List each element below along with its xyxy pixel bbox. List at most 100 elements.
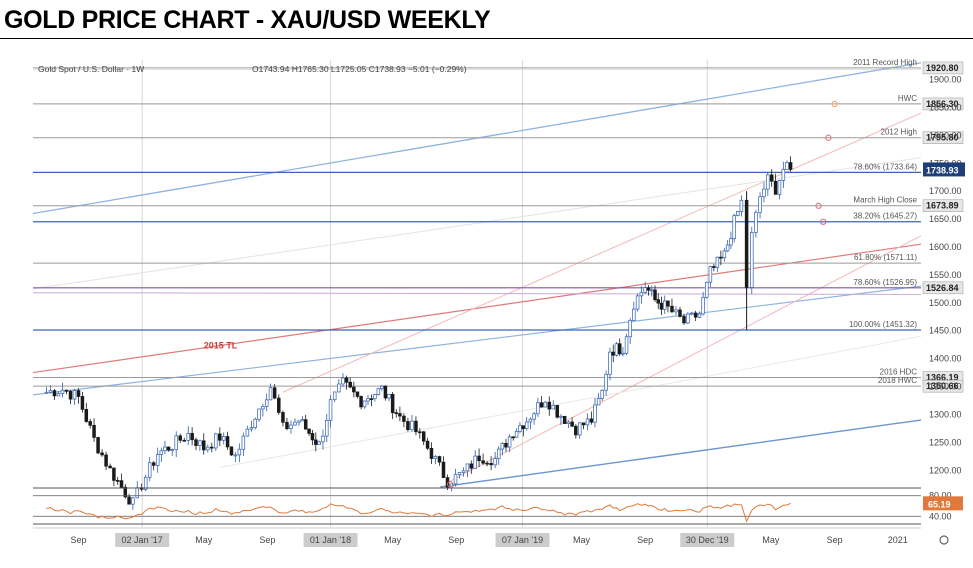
level-tag-box-0 (922, 61, 964, 75)
candle-body-41 (206, 446, 210, 451)
candle-body-50 (241, 435, 246, 450)
candle-body-132 (551, 404, 555, 410)
candle-172 (697, 311, 702, 319)
candle-176 (712, 263, 716, 272)
candle-96 (414, 416, 418, 436)
x-tick-7: 07 Jan '19 (495, 533, 550, 547)
x-tick-label-8: May (573, 535, 591, 545)
candle-102 (437, 455, 442, 466)
candle-15 (104, 451, 108, 471)
candle-51 (245, 425, 250, 437)
candle-74 (332, 391, 337, 403)
candle-body-40 (202, 440, 206, 451)
candle-48 (233, 451, 238, 463)
candle-body-48 (233, 454, 238, 457)
candle-133 (555, 404, 559, 419)
candle-body-181 (729, 238, 733, 246)
candle-body-42 (210, 446, 214, 449)
candle-body-67 (307, 428, 311, 434)
candle-body-123 (518, 425, 522, 432)
candle-body-172 (697, 313, 702, 318)
candle-148 (611, 344, 615, 363)
candle-90 (390, 391, 395, 420)
price-panel (33, 60, 921, 487)
candle-163 (662, 295, 667, 314)
candle-101 (433, 454, 438, 465)
level-label-0: 2011 Record High (853, 58, 917, 67)
candle-body-93 (402, 415, 406, 422)
y-tick-7: 1550.00 (929, 270, 962, 280)
candle-body-36 (186, 432, 190, 441)
candle-37 (190, 427, 194, 446)
candle-body-128 (536, 402, 540, 415)
candle-91 (394, 409, 399, 418)
x-tick-3: Sep (259, 535, 275, 545)
candle-14 (100, 449, 104, 457)
candle-body-64 (297, 420, 301, 423)
rsi-line (46, 502, 791, 523)
candle-body-150 (617, 343, 622, 355)
candle-body-69 (314, 439, 318, 445)
ohlc-legend: O1743.94 H1765.30 L1725.05 C1738.93 −5.0… (252, 64, 467, 74)
candle-94 (406, 417, 410, 432)
candle-body-184 (739, 199, 744, 212)
candle-140 (581, 422, 586, 430)
candle-113 (481, 453, 485, 465)
candle-49 (237, 443, 242, 463)
candle-171 (693, 310, 698, 322)
candle-body-190 (766, 174, 770, 190)
candle-188 (758, 192, 762, 219)
candle-3 (56, 390, 61, 397)
x-tick-label-3: Sep (259, 535, 275, 545)
candle-body-177 (715, 256, 720, 268)
candle-body-115 (489, 462, 493, 466)
candle-162 (659, 296, 664, 316)
level-label-10: 2018 HWC (878, 376, 917, 385)
level-tag-box-2 (922, 131, 964, 144)
candle-body-193 (777, 180, 782, 195)
candle-body-182 (732, 215, 736, 240)
candle-body-153 (628, 319, 632, 338)
candle-178 (719, 250, 723, 266)
candle-118 (500, 442, 505, 456)
candle-92 (398, 406, 402, 422)
candle-177 (715, 256, 720, 273)
candle-137 (570, 417, 574, 428)
candle-95 (410, 415, 414, 432)
candle-body-137 (570, 421, 574, 427)
candle-body-26 (147, 462, 152, 478)
candle-33 (174, 431, 178, 458)
level-tag-text-4: 1673.89 (926, 201, 959, 211)
candle-160 (653, 285, 657, 302)
candle-body-124 (521, 425, 526, 429)
candle-body-63 (293, 421, 297, 426)
candle-body-143 (593, 404, 597, 423)
candles (44, 156, 793, 510)
candle-body-102 (437, 456, 442, 463)
candle-body-100 (429, 447, 434, 459)
candle-121 (511, 436, 515, 441)
candle-body-107 (457, 472, 462, 475)
horizontal-levels: 2011 Record High 1920.80 HWC 1856.30 2012 Hi… (33, 58, 964, 393)
candle-175 (708, 265, 713, 287)
level-tag-7: 1526.84 (922, 281, 964, 295)
candle-body-10 (84, 409, 89, 422)
candle-body-5 (64, 389, 69, 392)
x-tick-4: 01 Jan '18 (303, 533, 358, 547)
candle-body-120 (507, 436, 512, 448)
x-tick-bg-7 (495, 533, 550, 547)
candle-73 (328, 395, 333, 428)
purple-band (32, 292, 922, 295)
y-tick-1: 1250.00 (929, 437, 962, 447)
candle-54 (257, 408, 261, 423)
level-tag-text-2: 1795.80 (926, 133, 959, 143)
level-label-8: 100.00% (1451.32) (849, 320, 917, 329)
candle-174 (705, 281, 709, 299)
candle-39 (198, 439, 202, 452)
candle-25 (143, 474, 148, 492)
level-tag-box-10 (922, 379, 964, 393)
candle-173 (701, 291, 705, 316)
candle-body-171 (693, 312, 698, 318)
level-tag-box-1 (922, 97, 964, 111)
